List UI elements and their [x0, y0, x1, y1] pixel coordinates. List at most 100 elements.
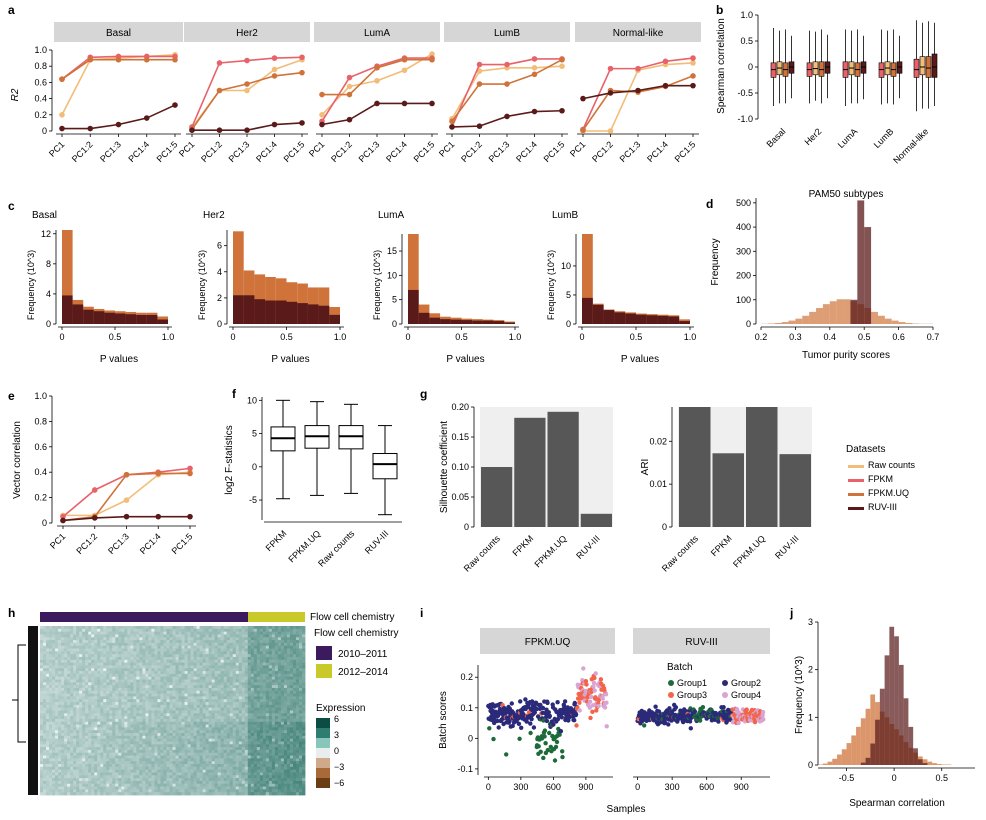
h-cell [139, 640, 143, 644]
h-cell [202, 741, 207, 745]
h-cell [265, 696, 270, 700]
h-cell [133, 741, 137, 745]
d-hist-bar [829, 301, 837, 324]
h-cell [121, 685, 125, 689]
h-cell [142, 676, 146, 680]
h-cell [118, 702, 122, 706]
h-cell [220, 744, 225, 748]
h-cell [202, 699, 207, 703]
h-cell [178, 687, 182, 692]
h-cell [76, 671, 80, 675]
h-cell [61, 735, 65, 740]
h-cell [172, 758, 176, 762]
h-cell [271, 707, 276, 711]
h-cell [289, 673, 294, 678]
h-cell [268, 735, 273, 740]
h-cell [109, 673, 113, 678]
h-cell [196, 628, 200, 633]
h-cell [97, 749, 101, 754]
h-cell [226, 662, 231, 666]
h-cell [52, 648, 56, 652]
h-cell [142, 648, 146, 652]
h-cell [238, 747, 243, 751]
h-cell [265, 741, 270, 745]
h-cell [214, 682, 219, 686]
h-cell [220, 628, 225, 633]
c-facet-title: LumB [552, 210, 578, 221]
h-cell [265, 724, 270, 728]
c-y-tick-label: 10 [387, 270, 397, 280]
h-cell [172, 747, 176, 751]
h-cell [208, 656, 213, 661]
h-cell [286, 659, 291, 664]
h-cell [286, 749, 291, 754]
h-cell [265, 673, 270, 678]
h-cell [274, 656, 279, 661]
h-cell [103, 744, 107, 748]
h-cell [79, 704, 83, 709]
h-cell [187, 676, 191, 680]
h-cell [73, 665, 77, 669]
h-cell [97, 648, 101, 652]
h-cell [157, 659, 161, 664]
h-cell [187, 668, 191, 672]
h-cell [61, 679, 65, 683]
h-cell [79, 685, 83, 689]
h-cell [229, 727, 234, 731]
h-cell [76, 687, 80, 692]
h-cell [280, 761, 285, 765]
h-cell [109, 741, 113, 745]
h-cell [121, 671, 125, 675]
h-cell [295, 747, 300, 751]
h-cell [109, 735, 113, 740]
h-cell [91, 716, 95, 720]
h-cell [85, 710, 89, 714]
h-cell [190, 758, 194, 762]
h-cell [43, 685, 47, 689]
h-cell [265, 755, 270, 759]
h-cell [76, 747, 80, 751]
h-cell [205, 702, 210, 706]
h-cell [256, 628, 261, 633]
h-cell [217, 721, 222, 725]
h-cell [214, 713, 219, 717]
h-cell [250, 702, 255, 706]
h-cell [193, 747, 197, 751]
h-cell [223, 651, 228, 655]
h-cell [142, 733, 146, 737]
h-cell [259, 702, 264, 706]
h-cell [193, 651, 197, 655]
h-cell [172, 744, 176, 748]
h-cell [106, 755, 110, 759]
a-point [319, 91, 325, 98]
h-cell [106, 682, 110, 686]
h-cell [244, 744, 249, 748]
h-cell [208, 642, 213, 647]
h-cell [94, 699, 98, 703]
h-cell [151, 682, 155, 686]
h-cell [271, 710, 276, 714]
h-cell [76, 648, 80, 652]
h-cell [265, 642, 270, 647]
h-cell [190, 744, 194, 748]
h-cell [46, 651, 50, 655]
h-cell [58, 721, 62, 725]
h-cell [103, 718, 107, 723]
h-cell [85, 696, 89, 700]
h-cell [67, 682, 71, 686]
h-cell [211, 713, 216, 717]
h-cell [223, 733, 228, 737]
h-cell [76, 738, 80, 742]
h-cell [265, 651, 270, 655]
h-cell [109, 749, 113, 754]
h-cell [244, 631, 249, 635]
h-cell [103, 668, 107, 672]
h-cell [283, 761, 288, 765]
h-cell [238, 628, 243, 633]
h-cell [235, 665, 240, 669]
h-cell [193, 687, 197, 692]
h-cell [127, 707, 131, 711]
h-cell [172, 738, 176, 742]
h-cell [298, 662, 303, 666]
h-cell [148, 634, 152, 638]
